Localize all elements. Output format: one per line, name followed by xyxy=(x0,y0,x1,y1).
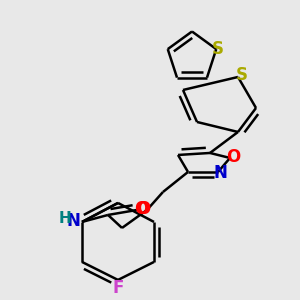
Text: O: O xyxy=(134,200,149,218)
Text: H: H xyxy=(59,212,72,226)
Text: N: N xyxy=(214,164,227,181)
Text: N: N xyxy=(66,212,80,230)
Text: S: S xyxy=(212,40,224,58)
Text: F: F xyxy=(112,279,124,297)
Text: S: S xyxy=(236,66,247,84)
Text: O: O xyxy=(136,200,151,218)
Text: O: O xyxy=(226,148,241,166)
